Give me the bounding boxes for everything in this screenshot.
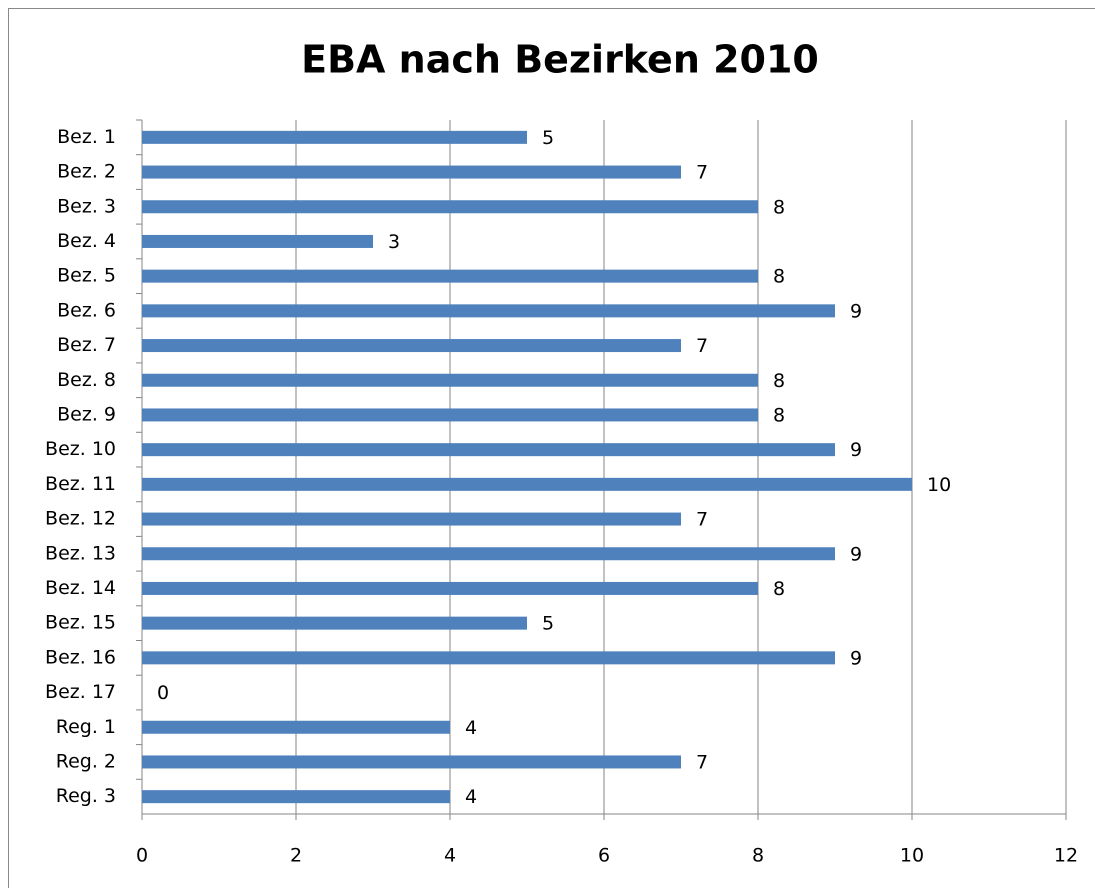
bar	[142, 373, 758, 387]
bar	[142, 477, 912, 491]
y-tick-label: Bez. 12	[45, 508, 116, 530]
bar	[142, 616, 527, 630]
bar	[142, 200, 758, 214]
data-label: 0	[157, 682, 169, 704]
y-tick-label: Bez. 4	[57, 230, 116, 252]
data-label: 8	[773, 370, 785, 392]
x-tick-label: 8	[752, 845, 764, 867]
bar	[142, 512, 681, 526]
y-tick-label: Reg. 3	[56, 785, 116, 807]
y-tick-label: Bez. 2	[57, 161, 116, 183]
data-label: 9	[850, 543, 862, 565]
data-label: 3	[388, 231, 400, 253]
data-label: 5	[542, 127, 554, 149]
bar	[142, 339, 681, 353]
y-tick-label: Bez. 8	[57, 369, 116, 391]
y-tick-label: Bez. 3	[57, 195, 116, 217]
data-label: 8	[773, 266, 785, 288]
data-label: 4	[465, 717, 477, 739]
bar	[142, 443, 835, 457]
data-label: 9	[850, 647, 862, 669]
data-label: 7	[696, 335, 708, 357]
x-tick-label: 6	[598, 845, 610, 867]
bar	[142, 130, 527, 144]
bar	[142, 581, 758, 595]
y-tick-label: Bez. 6	[57, 299, 116, 321]
bar	[142, 720, 450, 734]
bar	[142, 234, 373, 248]
bar	[142, 651, 835, 665]
data-label: 8	[773, 404, 785, 426]
data-label: 8	[773, 196, 785, 218]
y-tick-label: Bez. 15	[45, 612, 116, 634]
bar	[142, 755, 681, 769]
data-label: 10	[927, 474, 951, 496]
data-label: 9	[850, 439, 862, 461]
y-tick-label: Bez. 10	[45, 438, 116, 460]
data-label: 7	[696, 162, 708, 184]
y-tick-label: Bez. 7	[57, 334, 116, 356]
y-tick-label: Bez. 14	[45, 577, 116, 599]
data-label: 7	[696, 509, 708, 531]
x-tick-label: 0	[136, 845, 148, 867]
x-tick-label: 2	[290, 845, 302, 867]
bar	[142, 547, 835, 561]
x-tick-label: 10	[900, 845, 924, 867]
y-tick-label: Reg. 1	[56, 716, 116, 738]
y-tick-label: Bez. 1	[57, 126, 116, 148]
bar	[142, 269, 758, 283]
y-tick-label: Bez. 16	[45, 646, 116, 668]
bar	[142, 304, 835, 318]
x-tick-label: 4	[444, 845, 456, 867]
y-tick-label: Bez. 17	[45, 681, 116, 703]
y-tick-label: Bez. 11	[45, 473, 116, 495]
bar	[142, 790, 450, 804]
bar	[142, 408, 758, 422]
y-tick-label: Bez. 13	[45, 542, 116, 564]
data-label: 5	[542, 613, 554, 635]
data-label: 7	[696, 751, 708, 773]
y-tick-label: Reg. 2	[56, 750, 116, 772]
data-label: 8	[773, 578, 785, 600]
bar	[142, 165, 681, 179]
y-tick-label: Bez. 9	[57, 403, 116, 425]
data-label: 4	[465, 786, 477, 808]
chart-title: EBA nach Bezirken 2010	[301, 38, 819, 82]
x-tick-label: 12	[1054, 845, 1078, 867]
data-label: 9	[850, 300, 862, 322]
y-tick-label: Bez. 5	[57, 265, 116, 287]
